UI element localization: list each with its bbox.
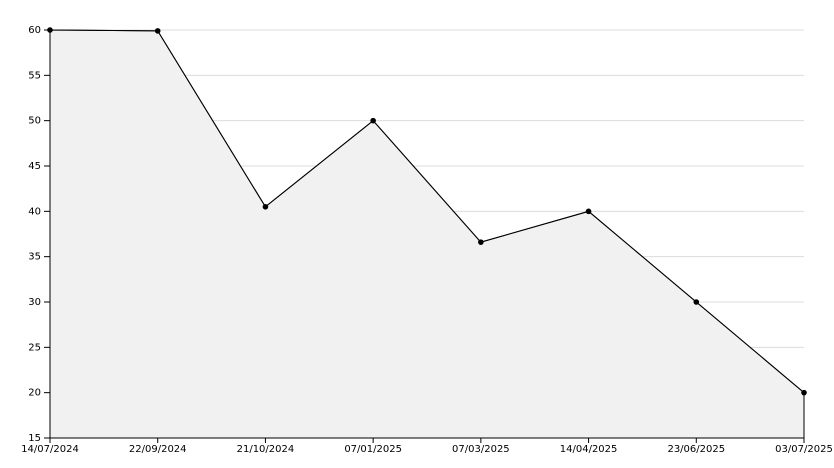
y-tick-label: 50: [28, 116, 41, 127]
x-tick-label: 23/06/2025: [667, 444, 725, 455]
point: [693, 299, 700, 305]
point: [478, 239, 484, 245]
y-tick-label: 55: [28, 70, 41, 81]
x-tick-label: 21/10/2024: [237, 444, 295, 455]
y-tick-label: 45: [28, 161, 41, 172]
point: [585, 208, 592, 215]
x-tick-label: 14/07/2024: [21, 444, 79, 455]
y-tick-label: 20: [28, 388, 41, 399]
point: [370, 117, 376, 124]
x-tick-label: 22/09/2024: [129, 444, 187, 455]
line: [49, 29, 805, 394]
area-fill: [49, 29, 805, 439]
point: [154, 28, 161, 34]
point: [262, 204, 269, 210]
x-tick-label: 07/01/2025: [344, 444, 402, 455]
y-tick-label: 25: [28, 342, 41, 353]
y-tick-label: 40: [28, 206, 41, 217]
y-tick-label: 60: [28, 25, 41, 36]
x-tick-label: 07/03/2025: [452, 444, 510, 455]
y-tick-label: 35: [28, 252, 41, 263]
point: [801, 389, 807, 396]
y-tick-label: 30: [28, 297, 41, 308]
x-tick-label: 03/07/2025: [775, 444, 833, 455]
y-tick-label: 15: [28, 433, 41, 444]
x-tick-label: 14/04/2025: [560, 444, 618, 455]
